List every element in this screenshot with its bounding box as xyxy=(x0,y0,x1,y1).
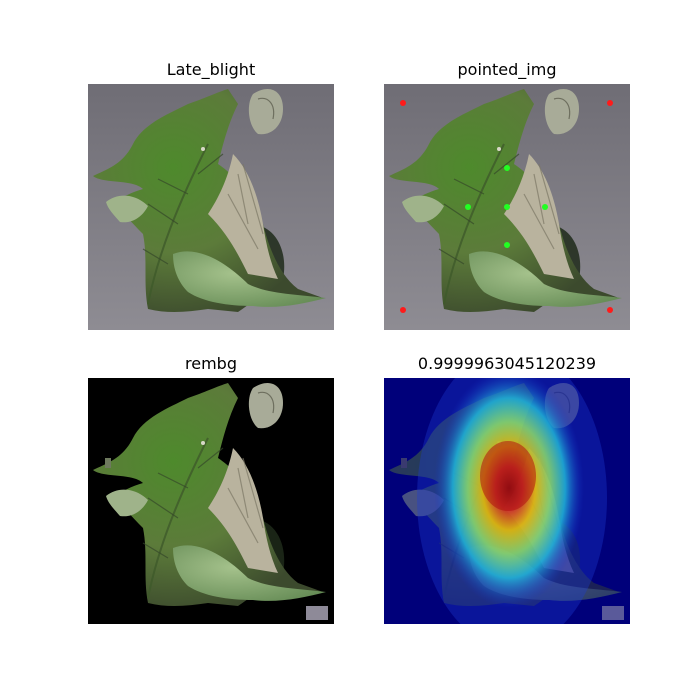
pointed-image xyxy=(384,84,630,330)
panel-title-score: 0.9999963045120239 xyxy=(417,354,597,373)
rembg-image xyxy=(88,378,334,624)
red-dot-icon xyxy=(607,307,613,313)
green-dot-icon xyxy=(504,204,510,210)
heatmap-image xyxy=(384,378,630,624)
panel-title-original: Late_blight xyxy=(166,60,256,79)
red-dot-icon xyxy=(400,307,406,313)
original-image xyxy=(88,84,334,330)
red-dot-icon xyxy=(607,100,613,106)
green-dot-icon xyxy=(504,242,510,248)
panel-title-rembg: rembg xyxy=(185,354,237,373)
red-dot-icon xyxy=(400,100,406,106)
green-dot-icon xyxy=(465,204,471,210)
green-dot-icon xyxy=(504,165,510,171)
panel-title-pointed: pointed_img xyxy=(457,60,557,79)
green-dot-icon xyxy=(542,204,548,210)
